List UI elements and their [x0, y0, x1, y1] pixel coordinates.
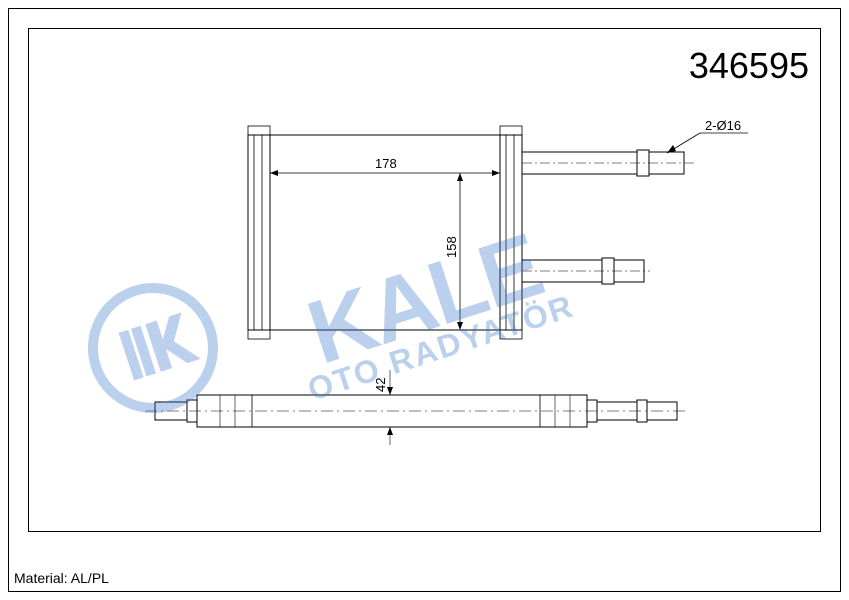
dim-diameter: 2-Ø16 — [705, 118, 741, 133]
technical-drawing: 178 158 2-Ø16 42 — [0, 0, 849, 600]
dim-width: 178 — [375, 156, 397, 171]
dim-tube: 42 — [373, 378, 388, 392]
dim-height: 158 — [444, 236, 459, 258]
